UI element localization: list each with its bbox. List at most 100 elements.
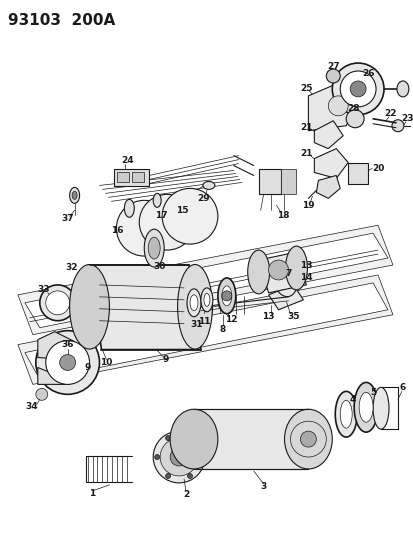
Circle shape: [36, 389, 47, 400]
Text: 5: 5: [369, 388, 375, 397]
Polygon shape: [313, 149, 347, 179]
Text: 19: 19: [301, 201, 314, 210]
Ellipse shape: [396, 81, 408, 97]
Circle shape: [221, 291, 231, 301]
Text: 30: 30: [153, 262, 165, 271]
Text: 3: 3: [260, 482, 266, 491]
Polygon shape: [268, 260, 303, 285]
Circle shape: [36, 330, 99, 394]
Polygon shape: [308, 81, 357, 131]
Text: 29: 29: [197, 194, 210, 203]
Circle shape: [300, 431, 316, 447]
Text: 21: 21: [299, 123, 312, 132]
Ellipse shape: [187, 289, 200, 317]
Circle shape: [165, 473, 170, 479]
Ellipse shape: [339, 400, 351, 428]
Circle shape: [268, 260, 288, 280]
Ellipse shape: [69, 188, 79, 203]
Polygon shape: [38, 367, 74, 384]
Circle shape: [40, 285, 76, 321]
Text: 11: 11: [197, 317, 210, 326]
Ellipse shape: [190, 295, 197, 311]
Text: 1: 1: [89, 489, 95, 498]
Polygon shape: [38, 332, 74, 360]
Polygon shape: [25, 283, 387, 379]
Ellipse shape: [153, 431, 204, 483]
Text: 8: 8: [219, 325, 225, 334]
Text: 16: 16: [111, 225, 123, 235]
Text: 32: 32: [65, 263, 78, 272]
Circle shape: [59, 354, 76, 370]
Polygon shape: [313, 121, 342, 149]
Text: 7: 7: [285, 270, 291, 278]
Circle shape: [46, 341, 89, 384]
Ellipse shape: [204, 293, 209, 306]
Circle shape: [339, 71, 375, 107]
Ellipse shape: [177, 264, 212, 349]
Text: 13: 13: [299, 261, 312, 270]
Bar: [117, 173, 129, 182]
Text: 14: 14: [299, 273, 312, 282]
Text: 12: 12: [224, 315, 237, 324]
Circle shape: [116, 200, 172, 256]
Polygon shape: [25, 233, 387, 328]
Text: 23: 23: [401, 114, 413, 123]
Text: 9: 9: [84, 363, 90, 372]
Text: 27: 27: [326, 61, 339, 70]
Circle shape: [187, 435, 192, 441]
Ellipse shape: [284, 409, 332, 469]
Ellipse shape: [144, 229, 164, 267]
Circle shape: [332, 63, 383, 115]
Bar: [114, 168, 149, 187]
Ellipse shape: [202, 181, 214, 189]
Circle shape: [187, 473, 192, 479]
Bar: [347, 163, 367, 184]
Ellipse shape: [72, 191, 77, 199]
Text: 34: 34: [26, 402, 38, 411]
Text: 22: 22: [384, 109, 396, 118]
Ellipse shape: [160, 438, 197, 476]
Ellipse shape: [217, 278, 235, 314]
Text: 9: 9: [163, 355, 169, 364]
Ellipse shape: [69, 264, 109, 349]
Ellipse shape: [353, 382, 377, 432]
Polygon shape: [18, 225, 392, 335]
Text: 2: 2: [183, 490, 189, 499]
Circle shape: [154, 455, 159, 459]
Ellipse shape: [153, 193, 161, 207]
Text: 20: 20: [371, 164, 383, 173]
Text: 18: 18: [277, 211, 289, 220]
Bar: [258, 168, 280, 195]
Text: 93103  200A: 93103 200A: [8, 13, 115, 28]
Circle shape: [165, 435, 170, 441]
Polygon shape: [258, 252, 306, 293]
Polygon shape: [89, 265, 200, 350]
Ellipse shape: [124, 199, 134, 217]
Polygon shape: [268, 285, 303, 310]
Ellipse shape: [148, 237, 160, 259]
Polygon shape: [316, 175, 339, 198]
Circle shape: [345, 110, 363, 128]
Circle shape: [198, 455, 203, 459]
Text: 10: 10: [100, 358, 112, 367]
Ellipse shape: [247, 250, 269, 294]
Bar: [280, 168, 296, 195]
Circle shape: [162, 188, 217, 244]
Ellipse shape: [335, 391, 356, 437]
Text: 21: 21: [299, 149, 312, 158]
Ellipse shape: [218, 298, 228, 312]
Polygon shape: [194, 409, 308, 469]
Text: 26: 26: [361, 69, 373, 77]
Bar: [132, 173, 144, 182]
Text: 15: 15: [176, 206, 188, 215]
Ellipse shape: [200, 288, 212, 312]
Ellipse shape: [221, 286, 231, 306]
Circle shape: [325, 69, 339, 83]
Ellipse shape: [372, 387, 388, 429]
Text: 36: 36: [61, 340, 74, 349]
Text: 28: 28: [346, 104, 358, 114]
Ellipse shape: [170, 448, 188, 466]
Text: 37: 37: [61, 214, 74, 223]
Text: 13: 13: [262, 312, 274, 321]
Circle shape: [139, 195, 195, 250]
